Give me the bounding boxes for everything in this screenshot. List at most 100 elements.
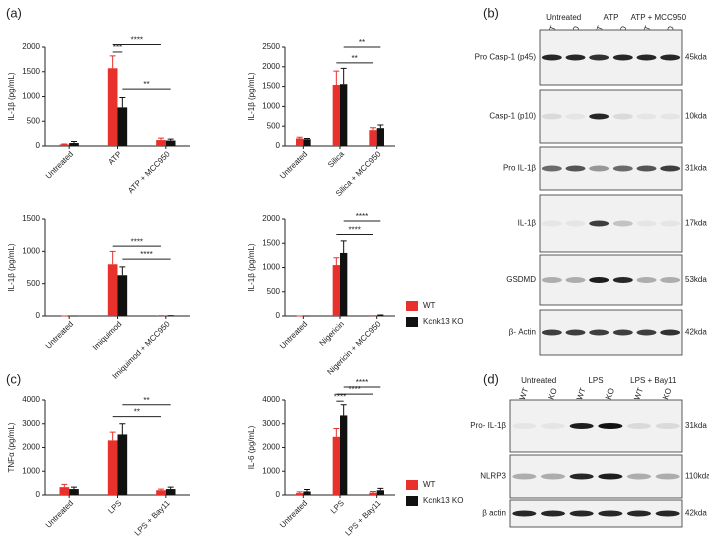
blot-band: [541, 165, 562, 172]
y-tick-label: 2000: [22, 42, 40, 51]
x-tick-label: Untreated: [44, 499, 75, 530]
error-bar: [296, 491, 303, 494]
blot-lane-label: WT: [575, 386, 588, 401]
bar: [165, 140, 176, 146]
blot-band: [655, 423, 680, 429]
blot-band: [565, 54, 586, 61]
blot-lane-label: WT: [632, 386, 645, 401]
x-tick-label: Untreated: [278, 499, 309, 530]
blot-size-label: 45kda: [685, 53, 707, 62]
blot-band: [589, 220, 610, 227]
blot-band: [541, 220, 562, 227]
blot-lane-label: WT: [518, 386, 531, 401]
significance-label: **: [143, 80, 149, 89]
x-tick-label: Untreated: [44, 150, 75, 181]
significance-label: ***: [113, 43, 122, 52]
y-axis-label: IL-1β (pg/mL): [7, 72, 16, 121]
significance-label: **: [352, 54, 358, 63]
blot-band: [598, 423, 623, 429]
bar: [376, 128, 384, 146]
blot-band: [540, 423, 566, 429]
y-tick-label: 0: [36, 311, 41, 320]
significance-label: **: [134, 408, 140, 417]
blot-band: [512, 510, 537, 517]
bar: [369, 130, 377, 146]
blot-band: [541, 113, 562, 120]
blot-band: [569, 423, 594, 429]
blot-row-label: Pro- IL-1β: [470, 421, 506, 430]
blot-band: [589, 329, 610, 336]
y-tick-label: 1000: [262, 102, 280, 111]
x-tick-label: Silica: [326, 149, 346, 169]
blot-band: [541, 277, 562, 283]
x-tick-label: Nigericin: [318, 320, 346, 348]
error-bar: [340, 67, 347, 85]
blot-row-label: Casp-1 (p10): [489, 112, 536, 121]
y-tick-label: 1000: [22, 92, 40, 101]
blot-panel: [539, 309, 683, 356]
blot-band: [612, 54, 633, 61]
blot-group-label: ATP: [604, 13, 619, 22]
y-axis-label: IL-1β (pg/mL): [7, 243, 16, 292]
bar: [107, 264, 118, 316]
legend-label: WT: [423, 301, 436, 310]
y-tick-label: 2000: [262, 62, 280, 71]
bar: [117, 275, 128, 316]
blot-band: [626, 473, 652, 480]
y-tick-label: 500: [27, 116, 41, 125]
blot-size-label: 53kda: [685, 275, 707, 284]
error-bar: [119, 423, 126, 435]
legend-swatch: [406, 317, 418, 327]
blot-panel: [509, 499, 683, 528]
error-bar: [340, 240, 347, 253]
blot-row-label: β- Actin: [509, 328, 536, 337]
error-bar: [304, 489, 310, 492]
blot-row-label: Pro IL-1β: [503, 164, 536, 173]
significance-label: ****: [356, 212, 368, 221]
panel-label: (d): [483, 371, 499, 386]
blot-band: [589, 277, 610, 283]
blot-band: [626, 510, 652, 517]
blot-size-label: 31kda: [685, 164, 707, 173]
bar: [303, 139, 311, 146]
bar: [117, 107, 128, 146]
error-bar: [340, 404, 347, 416]
blot-band: [541, 329, 562, 336]
blot-panel: [539, 254, 683, 306]
blot-panel: [539, 29, 683, 86]
error-bar: [109, 431, 116, 441]
blot-size-label: 42kda: [685, 509, 707, 518]
error-bar: [370, 490, 376, 493]
blot-band: [612, 277, 633, 283]
legend-swatch: [406, 496, 418, 506]
blot-band: [540, 473, 566, 480]
y-tick-label: 3000: [262, 419, 280, 428]
y-tick-label: 1500: [22, 214, 40, 223]
error-bar: [119, 266, 126, 276]
blot-band: [589, 113, 610, 120]
blot-band: [636, 113, 657, 120]
panel-label: (b): [483, 5, 499, 20]
significance-label: **: [359, 38, 365, 47]
x-tick-label: ATP: [106, 150, 123, 167]
blot-band: [612, 165, 633, 172]
y-tick-label: 0: [36, 490, 41, 499]
bar: [165, 489, 176, 495]
blot-band: [636, 54, 657, 61]
legend-label: WT: [423, 480, 436, 489]
error-bar: [167, 486, 174, 490]
significance-label: ****: [140, 250, 152, 259]
blot-group-label: Untreated: [546, 13, 581, 22]
bar: [332, 85, 340, 146]
x-tick-label: LPS: [106, 499, 123, 516]
y-tick-label: 1500: [262, 82, 280, 91]
x-tick-label: LPS + Bay11: [133, 498, 173, 538]
blot-band: [660, 113, 681, 120]
blot-band: [660, 54, 681, 61]
blot-size-label: 10kda: [685, 112, 707, 121]
blot-band: [612, 329, 633, 336]
y-tick-label: 0: [276, 490, 281, 499]
x-tick-label: ATP + MCC950: [126, 149, 172, 195]
blot-band: [612, 113, 633, 120]
